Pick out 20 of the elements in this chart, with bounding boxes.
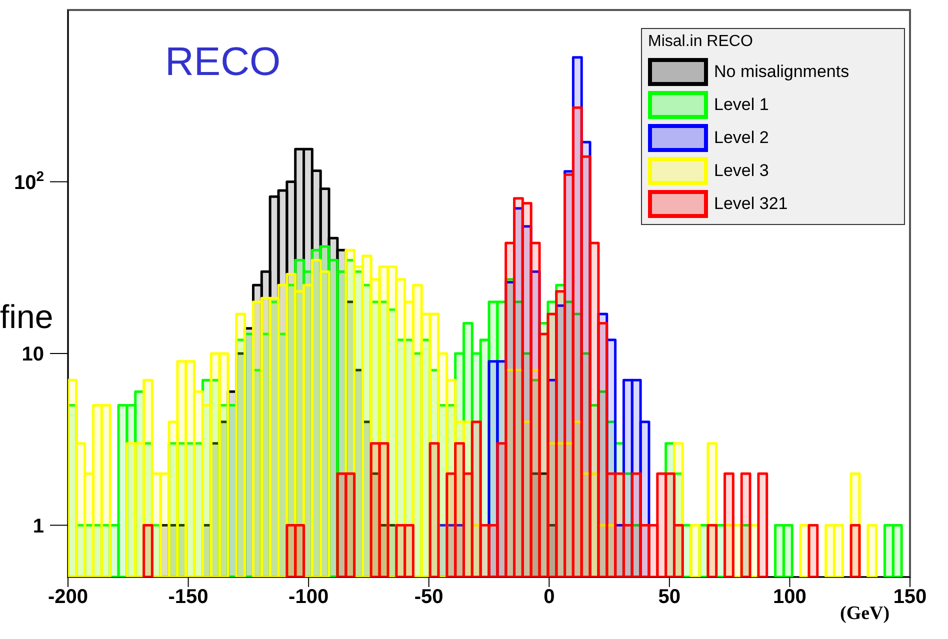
legend-label: No misalignments [714, 62, 850, 82]
x-tick-label: 50 [658, 586, 681, 608]
legend-label: Level 321 [714, 194, 788, 214]
x-tick-label: -100 [288, 586, 329, 608]
x-tick-label: -50 [414, 586, 444, 608]
legend-label: Level 3 [714, 160, 769, 180]
annotation: RECO [165, 40, 281, 85]
text: fine [0, 298, 54, 336]
y-tick-label: 10 [22, 344, 44, 366]
x-axis-title: (GeV) [840, 603, 890, 625]
x-tick-label: 0 [544, 586, 555, 608]
y-tick-label: 1 [32, 515, 44, 538]
x-tick-label: -150 [168, 586, 208, 608]
y-tick-label: 10$^{2}$ [14, 168, 44, 194]
x-tick-label: 100 [773, 586, 806, 608]
x-tick-label: 150 [893, 586, 927, 608]
legend-title: Misal.in RECO [648, 33, 754, 51]
legend-label: Level 2 [714, 128, 769, 148]
legend-label: Level 1 [714, 94, 769, 114]
x-tick-label: -200 [48, 586, 88, 608]
